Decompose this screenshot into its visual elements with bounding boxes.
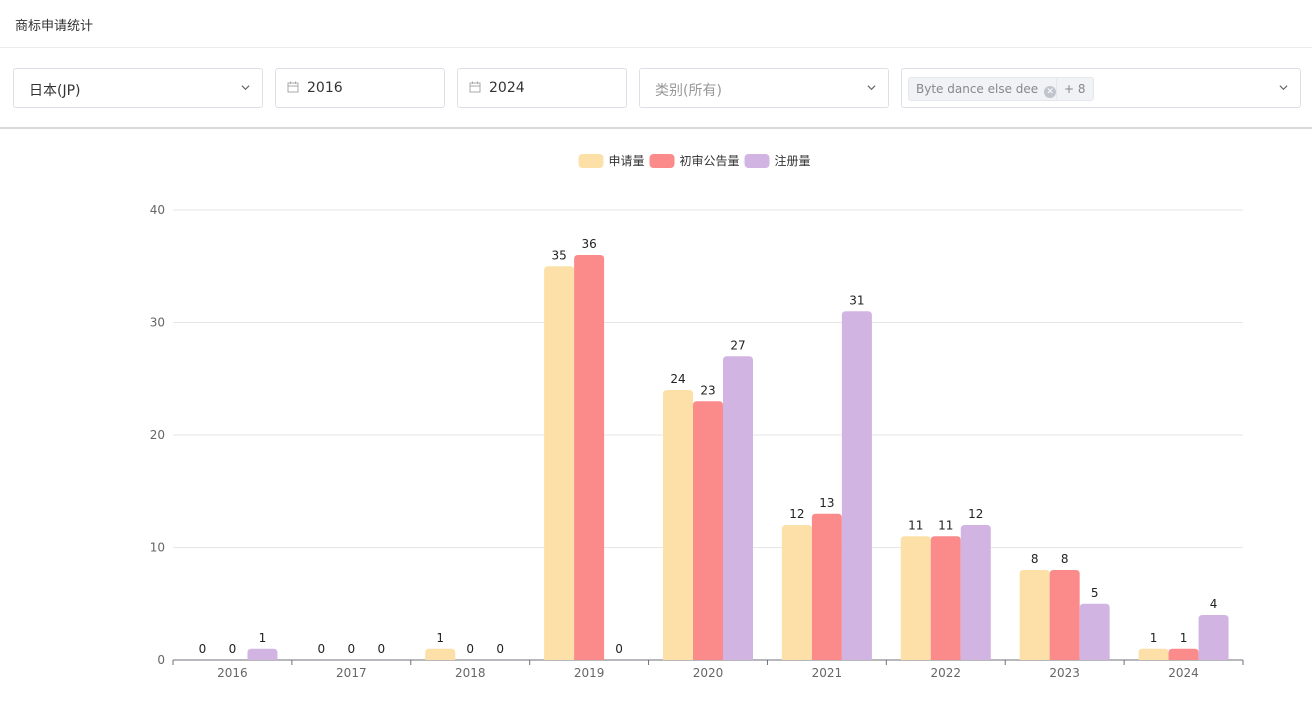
y-tick-label: 0 (157, 653, 165, 667)
legend-swatch (578, 154, 604, 168)
bar (811, 513, 842, 660)
end-year-picker[interactable]: 2024 (457, 68, 627, 108)
legend-swatch (744, 154, 770, 168)
applicant-tag[interactable]: Byte dance else dee ✕ (908, 77, 1065, 101)
more-tags-badge[interactable]: + 8 (1056, 77, 1094, 101)
x-tick-label: 2019 (574, 666, 605, 680)
page-title: 商标申请统计 (15, 19, 94, 34)
data-label: 1 (436, 631, 444, 645)
data-label: 27 (730, 338, 745, 352)
bar (544, 266, 575, 660)
data-label: 0 (318, 642, 326, 656)
bar (1079, 603, 1110, 660)
bar (781, 525, 812, 660)
data-label: 12 (968, 507, 983, 521)
data-label: 0 (348, 642, 356, 656)
x-tick-label: 2016 (217, 666, 248, 680)
data-label: 0 (378, 642, 386, 656)
x-tick-label: 2024 (1168, 666, 1199, 680)
close-icon[interactable]: ✕ (1044, 86, 1057, 98)
country-select[interactable]: 日本(JP) (13, 68, 263, 108)
data-label: 8 (1061, 552, 1069, 566)
applicant-tag-label: Byte dance else dee (916, 82, 1039, 96)
bar (574, 255, 605, 660)
data-label: 1 (1180, 631, 1188, 645)
applicant-multiselect[interactable]: Byte dance else dee ✕ + 8 (901, 68, 1301, 108)
data-label: 11 (938, 518, 953, 532)
chevron-down-icon (867, 85, 876, 91)
start-year-value: 2016 (307, 80, 343, 96)
x-tick-label: 2021 (812, 666, 843, 680)
data-label: 35 (551, 248, 566, 262)
bar (1138, 648, 1169, 660)
bar (425, 648, 456, 660)
category-select-placeholder: 类别(所有) (655, 83, 722, 99)
data-label: 0 (199, 642, 207, 656)
bar (663, 390, 693, 660)
data-label: 24 (670, 372, 685, 386)
data-label: 31 (849, 293, 864, 307)
x-tick-label: 2020 (693, 666, 724, 680)
data-label: 0 (496, 642, 504, 656)
data-label: 1 (1150, 631, 1158, 645)
legend-label: 初审公告量 (680, 153, 740, 168)
data-label: 4 (1210, 597, 1218, 611)
data-label: 8 (1031, 552, 1039, 566)
chevron-down-icon (1279, 85, 1288, 91)
data-label: 0 (466, 642, 474, 656)
calendar-icon (287, 81, 299, 93)
bar (693, 401, 723, 660)
data-label: 0 (229, 642, 237, 656)
end-year-value: 2024 (489, 80, 525, 96)
start-year-picker[interactable]: 2016 (275, 68, 445, 108)
bar (930, 536, 961, 660)
data-label: 13 (819, 496, 834, 510)
x-tick-label: 2023 (1049, 666, 1080, 680)
bar (723, 356, 753, 660)
y-tick-label: 30 (150, 316, 165, 330)
chevron-down-icon (241, 85, 250, 91)
data-label: 36 (581, 237, 596, 251)
data-label: 23 (700, 383, 715, 397)
legend-swatch (649, 154, 675, 168)
bar (960, 525, 991, 660)
x-tick-label: 2017 (336, 666, 367, 680)
x-tick-label: 2018 (455, 666, 486, 680)
data-label: 11 (908, 518, 923, 532)
data-label: 5 (1091, 586, 1099, 600)
category-select[interactable]: 类别(所有) (639, 68, 889, 108)
data-label: 1 (259, 631, 267, 645)
x-tick-label: 2022 (931, 666, 962, 680)
data-label: 0 (615, 642, 623, 656)
bar (1168, 648, 1199, 660)
data-label: 12 (789, 507, 804, 521)
calendar-icon (469, 81, 481, 93)
bar (247, 648, 278, 660)
legend-label: 注册量 (775, 153, 811, 168)
bar (841, 311, 872, 660)
legend-label: 申请量 (609, 154, 645, 168)
bar (1019, 570, 1050, 660)
page-header: 商标申请统计 (0, 0, 1312, 48)
bar (900, 536, 931, 660)
y-tick-label: 20 (150, 428, 165, 442)
country-select-value: 日本(JP) (29, 83, 81, 99)
y-tick-label: 40 (150, 203, 165, 217)
filter-bar: 日本(JP) 2016 2024 类别(所有) Byte dance else … (0, 48, 1312, 129)
bar (1198, 615, 1229, 660)
y-tick-label: 10 (150, 541, 165, 555)
bar (1049, 570, 1080, 660)
